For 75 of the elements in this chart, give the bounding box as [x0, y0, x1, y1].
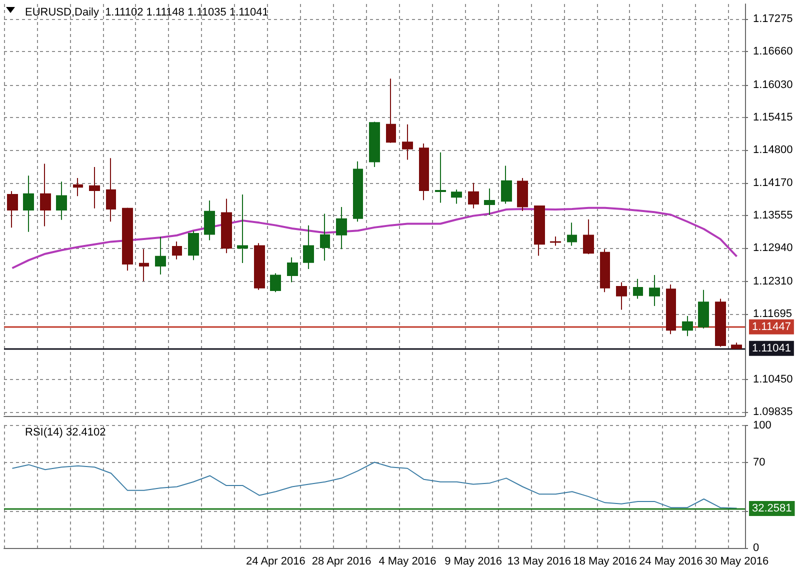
x-tick-label: 24 Apr 2016: [246, 556, 306, 568]
y-tick-label: 1.12940: [753, 242, 793, 254]
y-tick-label: 1.11695: [753, 308, 792, 320]
x-tick-label: 24 May 2016: [639, 556, 703, 568]
y-tick-label: 100: [753, 420, 772, 432]
candlestick: [731, 342, 742, 350]
candlestick: [7, 190, 18, 228]
x-tick-label: 13 May 2016: [507, 556, 571, 568]
y-tick-label: 1.16660: [753, 46, 793, 58]
candlestick: [40, 163, 51, 227]
candlestick: [715, 298, 726, 348]
candlestick: [386, 78, 396, 144]
x-tick-label: 28 Apr 2016: [312, 556, 372, 568]
candlestick: [155, 236, 166, 276]
ref-line-label: 1.11447: [752, 320, 791, 333]
candlestick: [517, 177, 528, 212]
candlestick: [616, 282, 627, 310]
candlestick: [369, 121, 380, 168]
y-tick-label: 1.13555: [753, 210, 793, 222]
y-tick-label: 1.12310: [753, 275, 793, 288]
candlestick: [353, 160, 363, 222]
y-tick-label: 1.15415: [753, 111, 793, 124]
candlestick: [73, 177, 83, 197]
x-tick-label: 9 May 2016: [444, 556, 502, 568]
candlestick: [254, 242, 265, 290]
y-tick-label: 70: [753, 456, 766, 468]
chart-title: RSI(14) 32.4102: [25, 426, 106, 438]
candlestick: [583, 218, 594, 255]
candlestick: [270, 272, 281, 293]
candlestick: [600, 248, 610, 293]
candlestick: [237, 194, 248, 264]
candlestick: [698, 289, 709, 330]
y-tick-label: 1.10450: [753, 374, 793, 386]
candlestick: [172, 240, 182, 260]
candlestick: [204, 200, 215, 241]
candlestick: [666, 284, 676, 335]
candlestick: [56, 181, 67, 220]
candlestick: [139, 248, 149, 282]
candlestick: [484, 188, 495, 216]
candlestick: [682, 315, 693, 337]
candlestick: [303, 224, 314, 270]
candlestick: [451, 189, 462, 204]
ref-line-label: 32.2581: [752, 502, 792, 514]
candlestick: [23, 175, 34, 232]
y-tick-label: 1.14170: [753, 177, 793, 190]
candlestick: [435, 152, 446, 204]
candlestick: [89, 166, 100, 209]
candlestick: [336, 206, 347, 250]
candlestick: [419, 143, 429, 201]
x-tick-label: 4 May 2016: [378, 556, 436, 568]
ref-line-label: 1.11041: [752, 342, 791, 354]
candlestick: [649, 274, 660, 307]
candlestick: [468, 182, 479, 209]
chart-title: EURUSD,Daily 1.11102 1.11148 1.11035 1.11041: [25, 6, 268, 18]
candlestick: [221, 198, 232, 254]
candlestick: [320, 213, 330, 262]
candlestick: [633, 278, 643, 300]
y-tick-label: 0: [753, 542, 760, 554]
candlestick: [501, 165, 512, 204]
y-tick-label: 1.09835: [753, 406, 793, 418]
candlestick: [122, 207, 133, 272]
x-tick-label: 30 May 2016: [704, 556, 769, 568]
candlestick: [534, 204, 545, 256]
line-series: [12, 462, 738, 509]
line-series: [11, 206, 738, 270]
candlestick: [106, 158, 116, 222]
candlestick: [567, 222, 577, 246]
y-tick-label: 1.16030: [753, 78, 793, 91]
candlestick: [287, 256, 298, 283]
candlestick: [550, 236, 561, 246]
x-tick-label: 18 May 2016: [573, 556, 637, 568]
y-tick-label: 1.17275: [753, 13, 793, 26]
candlestick: [402, 124, 413, 160]
y-tick-label: 1.14800: [753, 144, 793, 156]
candlestick: [188, 230, 199, 261]
